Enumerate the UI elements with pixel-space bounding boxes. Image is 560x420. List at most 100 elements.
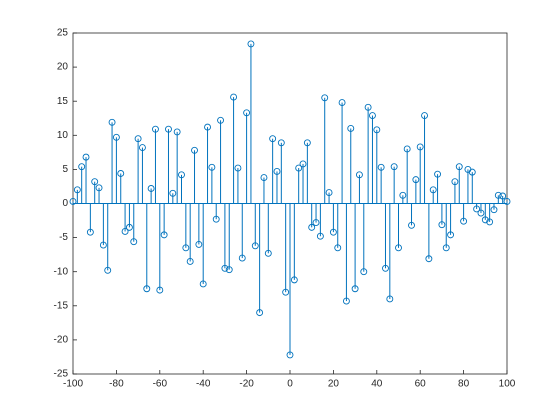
stem-marker <box>247 40 255 48</box>
stem-marker <box>277 139 285 147</box>
x-tick-label: 60 <box>415 379 427 390</box>
stem-marker <box>243 109 251 117</box>
stem-marker <box>152 125 159 133</box>
stem-marker <box>260 174 268 182</box>
stem-marker <box>230 93 238 101</box>
stem-marker <box>82 153 90 161</box>
stem-marker <box>490 206 498 214</box>
stem-marker <box>312 219 320 227</box>
stem-marker <box>486 218 494 226</box>
stem-marker <box>208 163 216 171</box>
stem-marker <box>364 103 372 111</box>
stem-marker <box>156 286 164 294</box>
stem-marker <box>481 216 489 224</box>
stem-marker <box>273 167 281 175</box>
stem-marker <box>86 228 94 236</box>
stem-marker <box>99 241 107 249</box>
stem-marker <box>468 168 476 176</box>
stem-marker <box>386 295 394 303</box>
stem-marker <box>117 170 125 177</box>
stem-marker <box>355 171 363 179</box>
stem-marker <box>256 309 264 317</box>
stem-marker <box>112 133 120 141</box>
y-tick-label: 15 <box>57 96 69 107</box>
stem-marker <box>390 163 398 171</box>
x-tick-label: -40 <box>196 379 211 390</box>
stem-marker <box>325 189 333 197</box>
stem-marker <box>403 145 411 153</box>
stem-marker <box>438 221 446 229</box>
stem-marker <box>204 123 211 131</box>
stem-marker <box>160 231 168 239</box>
stem-marker <box>342 297 350 305</box>
x-tick-label: -20 <box>239 379 254 390</box>
stem-marker <box>264 249 272 257</box>
stem-marker <box>199 280 207 288</box>
stem-marker <box>455 163 463 171</box>
stem-marker <box>308 223 316 231</box>
stem-marker <box>221 264 229 272</box>
stem-marker <box>447 231 455 239</box>
stem-marker <box>234 164 242 172</box>
x-tick-label: 40 <box>371 379 383 390</box>
stem-marker <box>369 112 376 119</box>
y-tick-label: -25 <box>54 369 69 380</box>
stem-marker <box>399 191 407 199</box>
x-tick-label: -80 <box>109 379 124 390</box>
stem-marker <box>282 288 290 296</box>
stem-marker <box>360 268 368 276</box>
stem-marker <box>303 139 311 147</box>
y-tick-label: -20 <box>54 335 69 346</box>
stem-marker <box>212 215 220 223</box>
y-tick-label: 20 <box>57 62 69 73</box>
stem-marker <box>473 205 481 213</box>
stem-marker <box>108 118 116 126</box>
stem-marker <box>321 94 329 102</box>
stem-marker <box>121 228 129 235</box>
y-tick-label: 25 <box>57 28 69 39</box>
stem-marker <box>125 223 133 231</box>
stem-marker <box>295 164 303 172</box>
stem-marker <box>347 125 355 132</box>
y-tick-label: 5 <box>62 164 68 175</box>
stem-marker <box>421 112 428 119</box>
stem-marker <box>338 99 346 107</box>
stem-marker <box>91 178 99 186</box>
stem-marker <box>78 163 86 171</box>
stem-marker <box>178 171 185 179</box>
stem-marker <box>73 186 81 194</box>
x-tick-label: 20 <box>328 379 340 390</box>
stem-marker <box>499 192 507 200</box>
y-tick-label: -10 <box>54 266 69 277</box>
stem-marker <box>477 209 485 217</box>
stem-marker <box>165 125 172 133</box>
stem-marker <box>286 351 294 359</box>
x-tick-label: -60 <box>153 379 168 390</box>
stem-marker <box>195 240 203 248</box>
stem-marker <box>169 189 177 197</box>
stem-marker <box>130 238 138 246</box>
stem-marker <box>290 276 298 284</box>
stem-marker <box>434 170 442 178</box>
stem-marker <box>95 184 103 192</box>
stem-marker <box>182 244 190 252</box>
stem-marker <box>138 144 146 152</box>
stem-marker <box>334 244 342 252</box>
stem-marker <box>173 128 181 136</box>
stem-marker <box>251 242 259 250</box>
stem-marker <box>425 255 433 263</box>
stem-marker <box>442 244 450 252</box>
y-tick-label: 10 <box>57 130 69 141</box>
y-tick-label: 0 <box>62 198 68 209</box>
stem-marker <box>316 232 324 240</box>
stem-marker <box>503 198 511 205</box>
stem-marker <box>382 264 389 272</box>
stem-marker <box>494 191 502 199</box>
stem-marker <box>416 143 424 151</box>
stem-marker <box>134 135 142 143</box>
y-tick-label: -5 <box>59 232 68 243</box>
stem-marker <box>329 228 337 236</box>
stem-marker <box>143 285 151 293</box>
stem-marker <box>460 217 468 225</box>
